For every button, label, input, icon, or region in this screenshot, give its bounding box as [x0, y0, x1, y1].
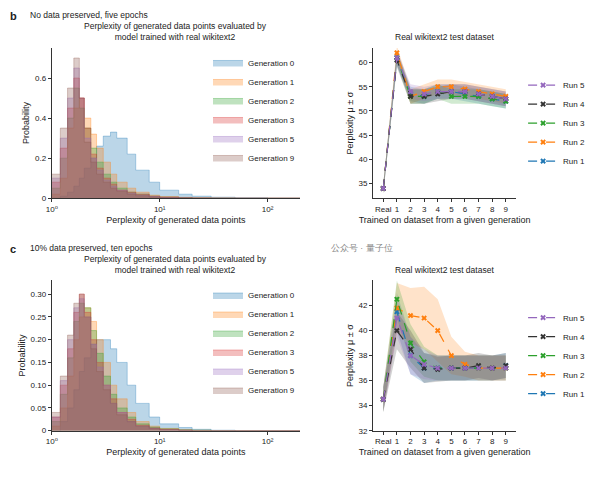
svg-text:9: 9	[504, 437, 509, 446]
svg-text:0.05: 0.05	[31, 404, 47, 413]
svg-text:0.25: 0.25	[31, 313, 47, 322]
svg-text:0: 0	[42, 194, 47, 203]
svg-text:b: b	[10, 10, 17, 22]
svg-text:3: 3	[422, 437, 427, 446]
svg-text:10²: 10²	[262, 205, 274, 214]
svg-text:10¹: 10¹	[154, 205, 166, 214]
svg-text:公众号 · 量子位: 公众号 · 量子位	[331, 243, 393, 253]
svg-text:0.2: 0.2	[35, 154, 47, 163]
svg-text:8: 8	[490, 437, 495, 446]
svg-text:42: 42	[358, 301, 367, 310]
svg-text:Run 1: Run 1	[563, 157, 585, 166]
svg-text:0.4: 0.4	[35, 114, 47, 123]
svg-text:Run 5: Run 5	[563, 81, 585, 90]
svg-text:Generation 5: Generation 5	[248, 367, 295, 376]
svg-text:5: 5	[449, 437, 454, 446]
svg-text:c: c	[10, 243, 16, 255]
svg-text:Generation 2: Generation 2	[248, 329, 295, 338]
svg-text:Generation 1: Generation 1	[248, 78, 295, 87]
svg-text:Perplexity of generated data p: Perplexity of generated data points	[106, 447, 246, 457]
svg-text:0.30: 0.30	[31, 290, 47, 299]
svg-text:2: 2	[408, 205, 413, 214]
svg-text:Run 2: Run 2	[563, 371, 585, 380]
svg-text:10⁰: 10⁰	[46, 205, 58, 214]
svg-text:32: 32	[358, 426, 367, 435]
svg-text:0.6: 0.6	[35, 74, 47, 83]
svg-text:Run 5: Run 5	[563, 314, 585, 323]
svg-text:0.15: 0.15	[31, 358, 47, 367]
svg-text:5: 5	[449, 205, 454, 214]
svg-text:Real: Real	[375, 437, 392, 446]
svg-text:Generation 2: Generation 2	[248, 97, 295, 106]
svg-text:0: 0	[42, 426, 47, 435]
svg-text:50: 50	[358, 107, 367, 116]
svg-text:Generation 0: Generation 0	[248, 59, 295, 68]
svg-text:36: 36	[358, 376, 367, 385]
svg-text:2: 2	[408, 437, 413, 446]
svg-text:Perplexity of generated data p: Perplexity of generated data points eval…	[84, 254, 267, 275]
svg-text:55: 55	[358, 83, 367, 92]
svg-text:4: 4	[436, 205, 441, 214]
svg-text:Run 4: Run 4	[563, 100, 585, 109]
svg-text:10¹: 10¹	[154, 437, 166, 446]
svg-text:10% data preserved, ten epochs: 10% data preserved, ten epochs	[30, 243, 152, 253]
svg-text:10²: 10²	[262, 437, 274, 446]
svg-text:Real wikitext2 test dataset: Real wikitext2 test dataset	[395, 32, 494, 42]
svg-text:Generation 0: Generation 0	[248, 291, 295, 300]
svg-text:Probability: Probability	[21, 102, 31, 145]
svg-text:Perplexity μ ± σ: Perplexity μ ± σ	[345, 324, 355, 387]
svg-text:Run 4: Run 4	[563, 333, 585, 342]
svg-text:Real: Real	[375, 205, 392, 214]
svg-text:7: 7	[476, 205, 481, 214]
svg-text:Generation 1: Generation 1	[248, 310, 295, 319]
svg-text:0.20: 0.20	[31, 335, 47, 344]
svg-text:Generation 5: Generation 5	[248, 135, 295, 144]
svg-text:Run 1: Run 1	[563, 390, 585, 399]
svg-text:Probability: Probability	[17, 334, 27, 377]
svg-text:Generation 9: Generation 9	[248, 154, 295, 163]
svg-text:Run 3: Run 3	[563, 352, 585, 361]
svg-text:Perplexity of generated data p: Perplexity of generated data points	[106, 215, 246, 225]
svg-text:6: 6	[463, 205, 468, 214]
svg-text:40: 40	[358, 155, 367, 164]
svg-text:3: 3	[422, 205, 427, 214]
svg-text:10⁰: 10⁰	[46, 437, 58, 446]
svg-text:60: 60	[358, 58, 367, 67]
svg-text:Perplexity μ ± σ: Perplexity μ ± σ	[345, 91, 355, 154]
svg-text:Generation 3: Generation 3	[248, 348, 295, 357]
svg-text:34: 34	[358, 401, 367, 410]
svg-text:No data preserved, five epochs: No data preserved, five epochs	[30, 10, 148, 20]
svg-text:Run 2: Run 2	[563, 138, 585, 147]
svg-text:4: 4	[436, 437, 441, 446]
svg-text:38: 38	[358, 351, 367, 360]
svg-text:35: 35	[358, 179, 367, 188]
svg-text:Trained on dataset from a give: Trained on dataset from a given generati…	[359, 447, 531, 457]
svg-text:1: 1	[395, 437, 400, 446]
svg-text:6: 6	[463, 437, 468, 446]
svg-text:Generation 9: Generation 9	[248, 386, 295, 395]
svg-text:9: 9	[504, 205, 509, 214]
svg-text:0.10: 0.10	[31, 381, 47, 390]
svg-text:Perplexity of generated data p: Perplexity of generated data points eval…	[84, 21, 267, 42]
svg-text:Generation 3: Generation 3	[248, 116, 295, 125]
svg-text:8: 8	[490, 205, 495, 214]
svg-text:45: 45	[358, 131, 367, 140]
svg-text:Trained on dataset from a give: Trained on dataset from a given generati…	[359, 215, 531, 225]
svg-text:40: 40	[358, 326, 367, 335]
svg-text:Real wikitext2 test dataset: Real wikitext2 test dataset	[395, 265, 494, 275]
svg-text:Run 3: Run 3	[563, 119, 585, 128]
svg-text:1: 1	[395, 205, 400, 214]
svg-text:7: 7	[476, 437, 481, 446]
